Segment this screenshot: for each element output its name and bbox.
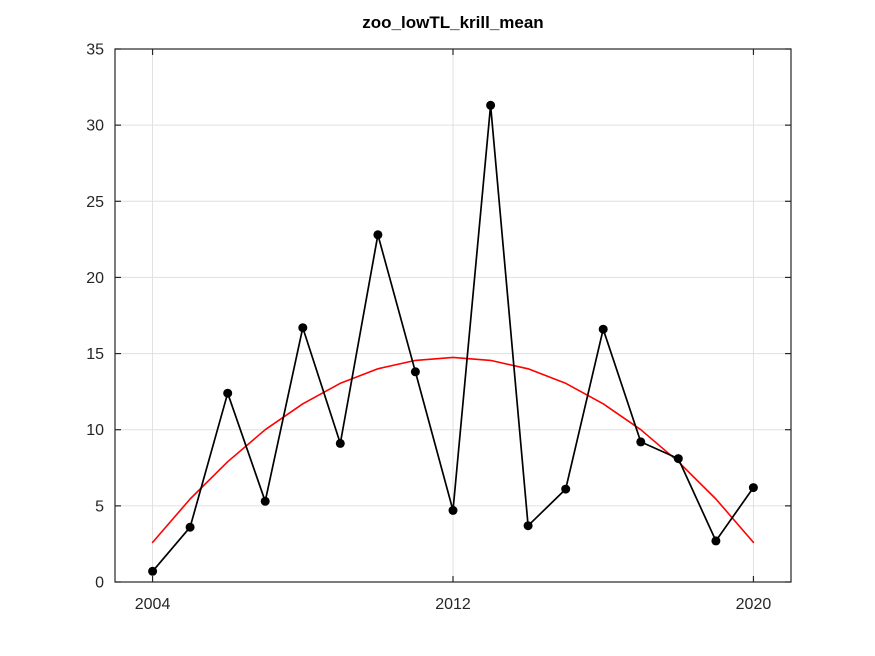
annual-mean-point <box>673 454 683 464</box>
chart-title: zoo_lowTL_krill_mean <box>362 13 544 32</box>
y-tick-label: 20 <box>86 270 104 287</box>
annual-mean-point <box>373 230 383 240</box>
annual-mean-point <box>711 536 721 546</box>
annual-mean-point <box>335 438 345 448</box>
x-tick-label: 2012 <box>435 596 471 613</box>
annual-mean-point <box>448 505 458 515</box>
annual-mean-point <box>148 566 158 576</box>
y-tick-label: 25 <box>86 194 104 211</box>
y-tick-label: 30 <box>86 118 104 135</box>
y-tick-label: 35 <box>86 42 104 59</box>
annual-mean-point <box>486 100 496 110</box>
annual-mean-point <box>410 367 420 377</box>
y-tick-label: 15 <box>86 346 104 363</box>
annual-mean-point <box>260 496 270 506</box>
x-tick-label: 2004 <box>135 596 171 613</box>
annual-mean-point <box>223 388 233 398</box>
annual-mean-point <box>185 522 195 532</box>
x-tick-label: 2020 <box>736 596 772 613</box>
quadratic-fit-line <box>151 356 755 544</box>
y-tick-label: 0 <box>95 575 104 592</box>
annual-mean-point <box>523 521 533 531</box>
annual-mean-point <box>748 483 758 493</box>
annual-mean-point <box>636 437 646 447</box>
annual-mean-point <box>298 323 308 333</box>
y-tick-label: 5 <box>95 498 104 515</box>
annual-mean-point <box>598 324 608 334</box>
y-tick-label: 10 <box>86 422 104 439</box>
annual-mean-point <box>561 484 571 494</box>
